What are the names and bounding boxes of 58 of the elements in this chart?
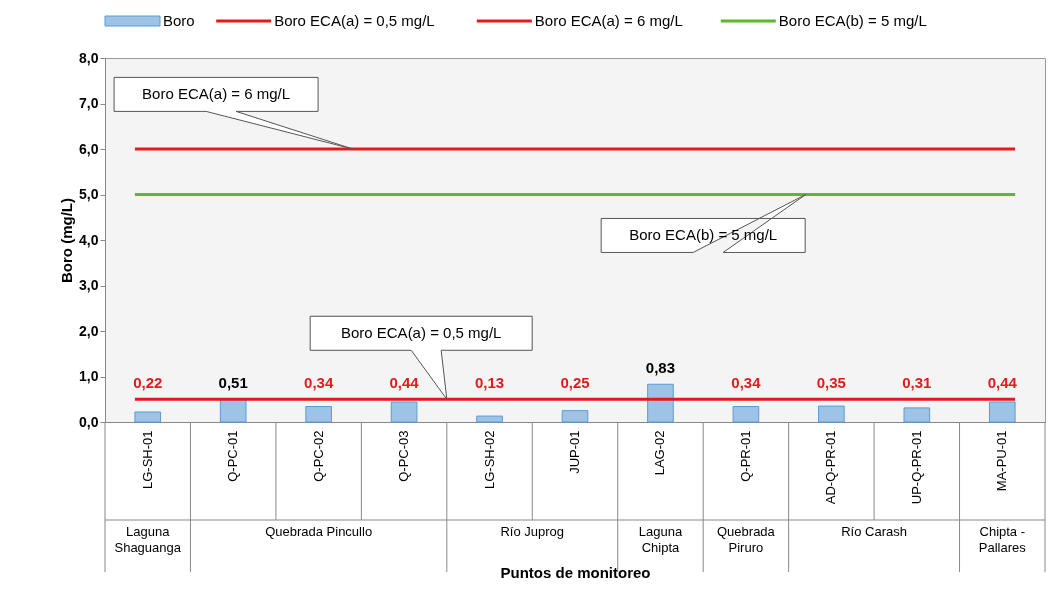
- data-label: 0,34: [731, 374, 762, 392]
- y-tick-label: 7,0: [79, 95, 99, 111]
- text: Río Carash: [841, 524, 907, 539]
- text: Laguna Chipta: [638, 524, 683, 555]
- y-axis-title: Boro (mg/L): [58, 198, 76, 283]
- data-label: 0,13: [474, 374, 505, 392]
- text: Boro ECA(b) = 5 mg/L: [629, 226, 778, 244]
- data-label: 0,34: [304, 374, 334, 392]
- y-tick-label: 4,0: [79, 231, 99, 248]
- text: Boro ECA(a) = 6 mg/L: [142, 85, 291, 103]
- x-tick-label: JUP-01: [567, 430, 582, 474]
- x-tick-label: Q-PR-01: [737, 430, 753, 482]
- x-tick-label: LAG-02: [652, 430, 668, 476]
- data-label: 0,31: [902, 374, 932, 392]
- bar: [818, 405, 845, 423]
- y-tick-label: 0,0: [79, 413, 99, 430]
- x-tick-label: MA-PU-01: [994, 430, 1010, 492]
- legend-label: Boro ECA(b) = 5 mg/L: [778, 12, 927, 29]
- bar: [903, 407, 931, 423]
- bar: [476, 415, 503, 423]
- bar: [390, 401, 418, 423]
- data-label: 0,51: [218, 373, 248, 391]
- y-tick-label: 1,0: [79, 368, 99, 384]
- y-tick-label: 5,0: [79, 186, 99, 202]
- legend-label: Boro ECA(a) = 6 mg/L: [534, 12, 683, 29]
- y-tick-label: 3,0: [79, 277, 99, 293]
- bar: [988, 401, 1016, 423]
- y-tick-label: 8,0: [79, 49, 99, 66]
- x-tick-label: Q-PC-02: [310, 430, 326, 482]
- bar: [219, 398, 247, 423]
- data-label: 0,83: [645, 359, 676, 377]
- text: Boro ECA(a) = 0,5 mg/L: [340, 324, 502, 342]
- data-label: 0,22: [133, 374, 163, 392]
- bar: [305, 406, 332, 423]
- legend-label: Boro: [163, 12, 195, 29]
- x-axis-title: Puntos de monitoreo: [500, 564, 651, 582]
- x-tick-label: Q-PC-03: [396, 430, 412, 482]
- y-tick-label: 6,0: [79, 140, 99, 157]
- x-tick-label: LG-SH-02: [481, 430, 497, 490]
- text: Río Juprog: [500, 524, 565, 539]
- bar: [732, 406, 760, 423]
- data-label: 0,44: [389, 374, 420, 392]
- x-tick-label: UP-Q-PR-01: [908, 430, 924, 505]
- x-tick-label: LG-SH-01: [139, 430, 155, 490]
- x-tick-label: Q-PC-01: [225, 430, 241, 482]
- data-label: 0,25: [560, 374, 590, 392]
- text: Quebrada Pincullo: [265, 524, 373, 539]
- y-tick-label: 2,0: [79, 322, 99, 339]
- bar: [647, 383, 674, 423]
- bar: [134, 411, 162, 423]
- x-tick-label: AD-Q-PR-01: [823, 430, 839, 505]
- data-label: 0,35: [816, 374, 846, 392]
- legend-label: Boro ECA(a) = 0,5 mg/L: [274, 12, 435, 29]
- text: Quebrada Piruro: [717, 524, 776, 555]
- text: Laguna Shaguanga: [114, 524, 182, 555]
- data-label: 0,44: [987, 374, 1018, 392]
- text: Chipta - Pallares: [978, 524, 1027, 555]
- bar: [561, 410, 589, 423]
